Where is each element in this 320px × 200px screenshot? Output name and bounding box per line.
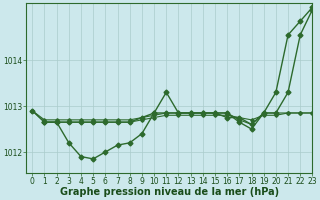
X-axis label: Graphe pression niveau de la mer (hPa): Graphe pression niveau de la mer (hPa) [60, 187, 279, 197]
